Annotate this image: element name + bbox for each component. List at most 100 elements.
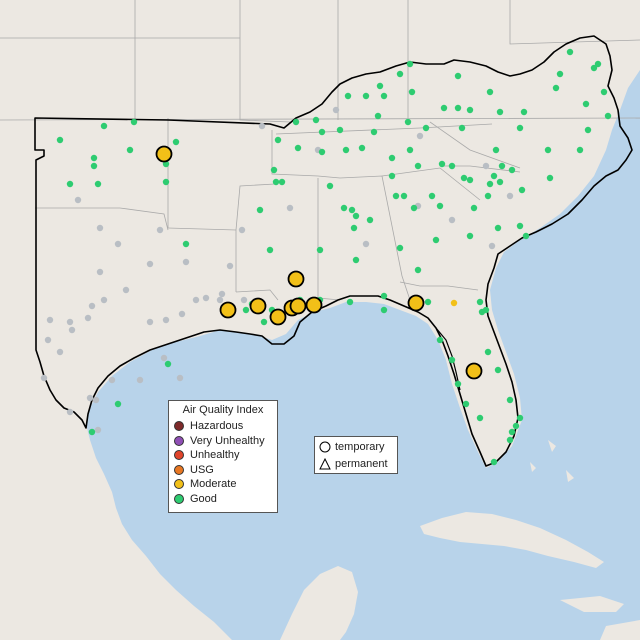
monitor-good[interactable] bbox=[460, 174, 468, 182]
monitor-good[interactable] bbox=[162, 160, 170, 168]
monitor-no-data[interactable] bbox=[46, 316, 54, 324]
monitor-good[interactable] bbox=[388, 172, 396, 180]
monitor-good[interactable] bbox=[478, 308, 486, 316]
monitor-good[interactable] bbox=[272, 178, 280, 186]
monitor-good[interactable] bbox=[432, 236, 440, 244]
monitor-good[interactable] bbox=[404, 118, 412, 126]
monitor-good[interactable] bbox=[466, 232, 474, 240]
monitor-no-data[interactable] bbox=[286, 204, 294, 212]
monitor-no-data[interactable] bbox=[40, 374, 48, 382]
monitor-good[interactable] bbox=[326, 182, 334, 190]
monitor-no-data[interactable] bbox=[240, 296, 248, 304]
monitor-good[interactable] bbox=[274, 136, 282, 144]
monitor-good[interactable] bbox=[498, 162, 506, 170]
monitor-moderate[interactable] bbox=[287, 270, 305, 288]
monitor-good[interactable] bbox=[260, 318, 268, 326]
monitor-good[interactable] bbox=[400, 192, 408, 200]
monitor-good[interactable] bbox=[436, 202, 444, 210]
monitor-good[interactable] bbox=[436, 336, 444, 344]
monitor-no-data[interactable] bbox=[56, 348, 64, 356]
monitor-no-data[interactable] bbox=[182, 258, 190, 266]
monitor-no-data[interactable] bbox=[92, 396, 100, 404]
monitor-good[interactable] bbox=[352, 256, 360, 264]
monitor-no-data[interactable] bbox=[84, 314, 92, 322]
monitor-no-data[interactable] bbox=[192, 296, 200, 304]
monitor-good[interactable] bbox=[476, 298, 484, 306]
monitor-good[interactable] bbox=[494, 224, 502, 232]
monitor-good[interactable] bbox=[256, 206, 264, 214]
monitor-good[interactable] bbox=[172, 138, 180, 146]
monitor-no-data[interactable] bbox=[416, 132, 424, 140]
monitor-good[interactable] bbox=[600, 88, 608, 96]
monitor-no-data[interactable] bbox=[114, 240, 122, 248]
monitor-good[interactable] bbox=[344, 92, 352, 100]
monitor-good[interactable] bbox=[366, 216, 374, 224]
monitor-good[interactable] bbox=[544, 146, 552, 154]
monitor-good[interactable] bbox=[406, 60, 414, 68]
monitor-good[interactable] bbox=[242, 306, 250, 314]
monitor-no-data[interactable] bbox=[218, 290, 226, 298]
monitor-good[interactable] bbox=[88, 428, 96, 436]
monitor-good[interactable] bbox=[346, 298, 354, 306]
monitor-good[interactable] bbox=[164, 360, 172, 368]
monitor-moderate-small[interactable] bbox=[450, 299, 458, 307]
monitor-good[interactable] bbox=[342, 146, 350, 154]
monitor-moderate[interactable] bbox=[289, 297, 307, 315]
monitor-good[interactable] bbox=[380, 306, 388, 314]
monitor-moderate[interactable] bbox=[249, 297, 267, 315]
monitor-no-data[interactable] bbox=[178, 310, 186, 318]
monitor-good[interactable] bbox=[376, 82, 384, 90]
monitor-good[interactable] bbox=[94, 180, 102, 188]
monitor-no-data[interactable] bbox=[122, 286, 130, 294]
monitor-good[interactable] bbox=[396, 244, 404, 252]
monitor-good[interactable] bbox=[100, 122, 108, 130]
monitor-good[interactable] bbox=[126, 146, 134, 154]
monitor-good[interactable] bbox=[496, 178, 504, 186]
monitor-moderate[interactable] bbox=[407, 294, 425, 312]
monitor-good[interactable] bbox=[522, 232, 530, 240]
monitor-no-data[interactable] bbox=[74, 196, 82, 204]
monitor-good[interactable] bbox=[66, 180, 74, 188]
monitor-no-data[interactable] bbox=[100, 296, 108, 304]
monitor-good[interactable] bbox=[340, 204, 348, 212]
monitor-good[interactable] bbox=[388, 154, 396, 162]
monitor-good[interactable] bbox=[546, 174, 554, 182]
monitor-good[interactable] bbox=[508, 166, 516, 174]
monitor-no-data[interactable] bbox=[488, 242, 496, 250]
monitor-moderate[interactable] bbox=[465, 362, 483, 380]
monitor-good[interactable] bbox=[458, 124, 466, 132]
monitor-no-data[interactable] bbox=[96, 224, 104, 232]
monitor-good[interactable] bbox=[424, 298, 432, 306]
monitor-good[interactable] bbox=[448, 356, 456, 364]
monitor-good[interactable] bbox=[594, 60, 602, 68]
monitor-good[interactable] bbox=[316, 246, 324, 254]
monitor-good[interactable] bbox=[604, 112, 612, 120]
monitor-good[interactable] bbox=[278, 178, 286, 186]
monitor-good[interactable] bbox=[590, 64, 598, 72]
monitor-good[interactable] bbox=[336, 126, 344, 134]
monitor-no-data[interactable] bbox=[506, 192, 514, 200]
monitor-good[interactable] bbox=[428, 192, 436, 200]
monitor-good[interactable] bbox=[294, 144, 302, 152]
monitor-good[interactable] bbox=[362, 92, 370, 100]
monitor-good[interactable] bbox=[408, 88, 416, 96]
monitor-good[interactable] bbox=[448, 162, 456, 170]
monitor-no-data[interactable] bbox=[448, 216, 456, 224]
monitor-good[interactable] bbox=[130, 118, 138, 126]
monitor-no-data[interactable] bbox=[160, 354, 168, 362]
monitor-good[interactable] bbox=[414, 162, 422, 170]
monitor-moderate[interactable] bbox=[269, 308, 287, 326]
monitor-no-data[interactable] bbox=[86, 394, 94, 402]
monitor-good[interactable] bbox=[380, 92, 388, 100]
monitor-no-data[interactable] bbox=[362, 240, 370, 248]
monitor-good[interactable] bbox=[512, 422, 520, 430]
monitor-good[interactable] bbox=[292, 118, 300, 126]
monitor-no-data[interactable] bbox=[146, 318, 154, 326]
monitor-no-data[interactable] bbox=[216, 296, 224, 304]
monitor-no-data[interactable] bbox=[136, 376, 144, 384]
monitor-no-data[interactable] bbox=[238, 226, 246, 234]
monitor-good[interactable] bbox=[454, 380, 462, 388]
monitor-good[interactable] bbox=[492, 146, 500, 154]
monitor-good[interactable] bbox=[422, 124, 430, 132]
monitor-good[interactable] bbox=[516, 414, 524, 422]
